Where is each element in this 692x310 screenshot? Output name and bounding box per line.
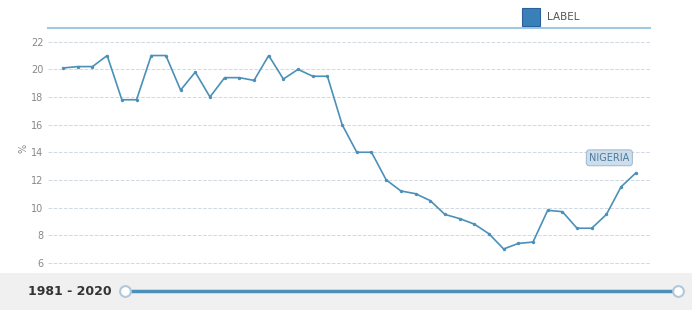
Point [131, 97, 142, 102]
Point [263, 53, 274, 58]
Point [161, 53, 172, 58]
Text: NIGERIA: NIGERIA [590, 153, 630, 163]
Point [190, 70, 201, 75]
Point [204, 95, 215, 100]
Y-axis label: %: % [18, 144, 28, 153]
Point [57, 65, 69, 70]
Point [616, 184, 627, 189]
Point [175, 88, 186, 93]
Point [542, 208, 553, 213]
Point [336, 122, 347, 127]
Point [307, 74, 318, 79]
Point [72, 64, 83, 69]
Point [527, 240, 538, 245]
Point [673, 289, 684, 294]
Point [116, 97, 127, 102]
Point [484, 231, 495, 236]
Point [352, 150, 363, 155]
Point [381, 177, 392, 182]
Point [425, 198, 436, 203]
Point [572, 226, 583, 231]
Point [248, 78, 260, 83]
Point [87, 64, 98, 69]
Point [278, 77, 289, 82]
Text: LABEL: LABEL [547, 12, 579, 22]
Point [234, 75, 245, 80]
Point [498, 246, 509, 251]
Point [557, 209, 568, 214]
Text: 1981 - 2020: 1981 - 2020 [28, 285, 111, 298]
Point [513, 241, 524, 246]
Point [630, 170, 641, 175]
Point [410, 191, 421, 196]
Point [586, 226, 597, 231]
Point [146, 53, 157, 58]
Point [119, 289, 130, 294]
Point [468, 222, 480, 227]
Point [102, 53, 113, 58]
Point [395, 188, 406, 193]
Point [322, 74, 333, 79]
Point [366, 150, 377, 155]
Point [293, 67, 304, 72]
Point [454, 216, 465, 221]
Point [601, 212, 612, 217]
Point [439, 212, 450, 217]
Point [219, 75, 230, 80]
